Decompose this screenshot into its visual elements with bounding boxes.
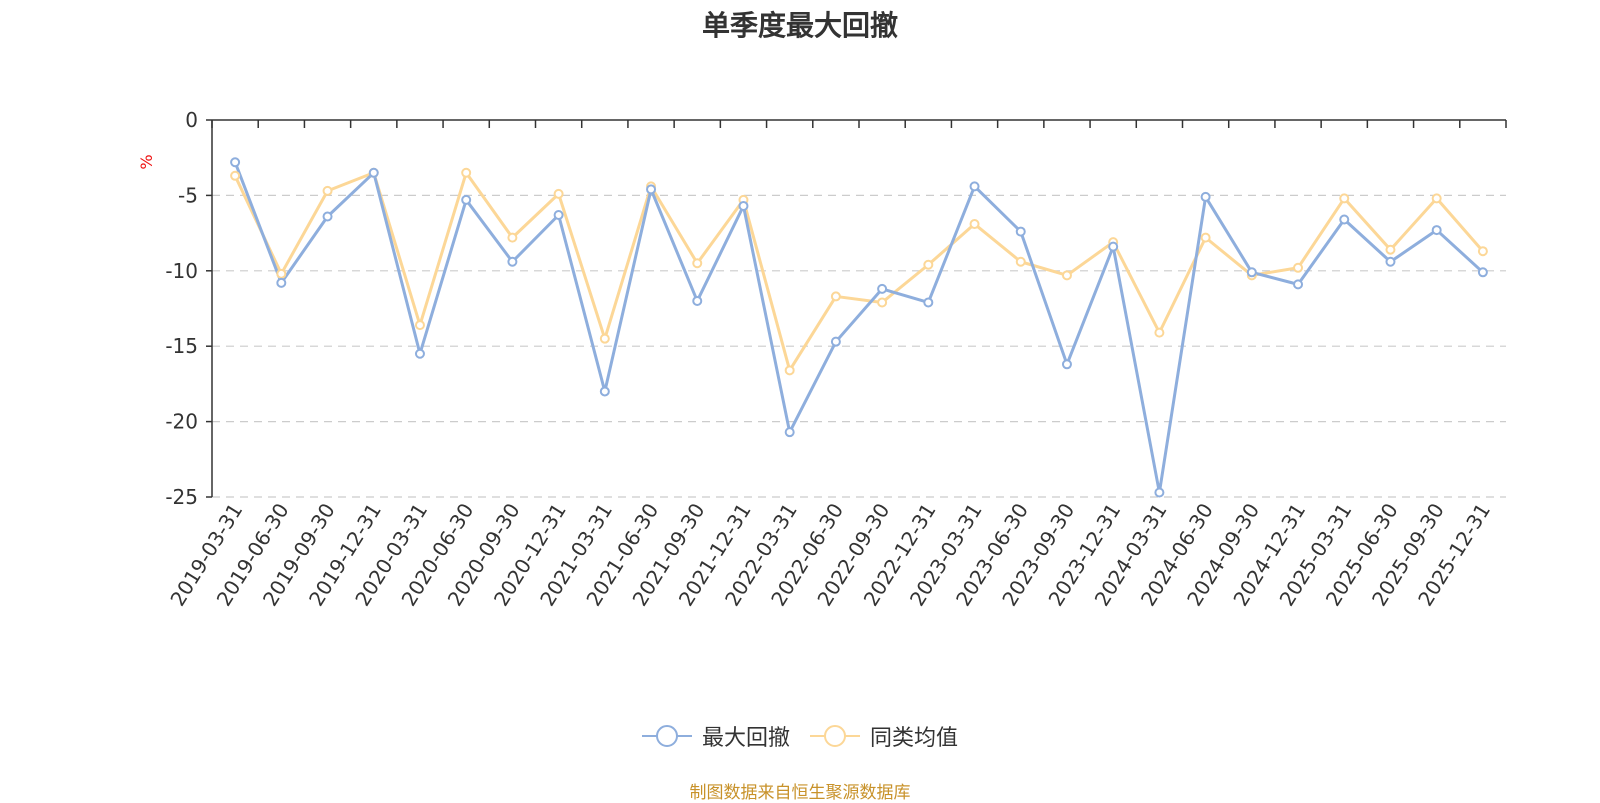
series-line-max-drawdown: [233, 161, 1484, 494]
data-point-peer-average: [276, 268, 287, 279]
chart-title: 单季度最大回撤: [701, 9, 898, 42]
y-tick-label: -15: [165, 334, 198, 358]
data-point-max-drawdown: [877, 283, 888, 294]
y-tick-label: -20: [165, 410, 198, 434]
data-point-peer-average: [461, 167, 472, 178]
y-tick-label: 0: [185, 108, 198, 132]
legend-item-max-drawdown[interactable]: 最大回撤: [641, 720, 790, 752]
data-point-peer-average: [969, 219, 980, 230]
y-tick-label: -5: [178, 183, 198, 207]
data-point-max-drawdown: [1293, 279, 1304, 290]
data-point-peer-average: [599, 333, 610, 344]
data-point-max-drawdown: [692, 295, 703, 306]
data-point-max-drawdown: [646, 184, 657, 195]
data-point-max-drawdown: [1200, 191, 1211, 202]
data-source-note: 制图数据来自恒生聚源数据库: [689, 783, 911, 803]
data-point-peer-average: [1431, 193, 1442, 204]
series-points: [230, 157, 1488, 498]
data-point-max-drawdown: [1108, 241, 1119, 252]
data-point-peer-average: [1385, 244, 1396, 255]
y-tick-label: -25: [165, 485, 198, 509]
series-lines: [233, 161, 1485, 494]
data-point-peer-average: [830, 291, 841, 302]
data-point-max-drawdown: [368, 167, 379, 178]
data-point-max-drawdown: [507, 256, 518, 267]
data-point-max-drawdown: [599, 386, 610, 397]
data-point-max-drawdown: [1154, 487, 1165, 498]
data-point-peer-average: [923, 259, 934, 270]
data-point-max-drawdown: [461, 194, 472, 205]
legend-label: 同类均值: [870, 726, 959, 751]
data-point-max-drawdown: [1061, 359, 1072, 370]
data-point-max-drawdown: [1431, 225, 1442, 236]
data-point-peer-average: [553, 188, 564, 199]
data-point-max-drawdown: [1477, 267, 1488, 278]
data-point-max-drawdown: [322, 211, 333, 222]
data-point-peer-average: [1061, 270, 1072, 281]
line-chart: 0-5-10-15-20-252019-03-312019-06-302019-…: [137, 108, 1507, 610]
data-point-max-drawdown: [738, 200, 749, 211]
legend: 最大回撤 同类均值: [0, 720, 1600, 752]
data-point-max-drawdown: [969, 181, 980, 192]
series-line-peer-average: [233, 171, 1485, 372]
data-point-peer-average: [1200, 232, 1211, 243]
data-point-peer-average: [1477, 246, 1488, 257]
data-point-max-drawdown: [553, 210, 564, 221]
data-point-peer-average: [1154, 327, 1165, 338]
data-point-max-drawdown: [1246, 267, 1257, 278]
data-point-max-drawdown: [1385, 256, 1396, 267]
legend-label: 最大回撤: [701, 726, 790, 751]
legend-line-circle-icon: [641, 725, 692, 747]
data-point-peer-average: [1293, 262, 1304, 273]
data-point-peer-average: [692, 258, 703, 269]
data-point-max-drawdown: [784, 427, 795, 438]
data-point-max-drawdown: [1015, 226, 1026, 237]
data-point-peer-average: [507, 232, 518, 243]
legend-item-peer-average[interactable]: 同类均值: [810, 720, 958, 752]
data-point-peer-average: [414, 320, 425, 331]
data-point-peer-average: [1339, 193, 1350, 204]
grid-lines: [212, 194, 1506, 498]
data-point-max-drawdown: [830, 336, 841, 347]
y-tick-label: -10: [165, 259, 198, 283]
legend-line-circle-icon: [810, 725, 860, 747]
data-point-max-drawdown: [276, 277, 287, 288]
y-axis-unit-label: %: [137, 154, 156, 169]
data-point-peer-average: [322, 185, 333, 196]
data-point-peer-average: [877, 297, 888, 308]
data-point-max-drawdown: [923, 297, 934, 308]
data-point-max-drawdown: [414, 348, 425, 359]
data-point-peer-average: [230, 170, 241, 181]
data-point-peer-average: [1015, 256, 1026, 267]
data-point-max-drawdown: [1339, 214, 1350, 225]
data-point-peer-average: [784, 365, 795, 376]
data-point-max-drawdown: [230, 157, 241, 168]
axes: 0-5-10-15-20-252019-03-312019-06-302019-…: [165, 108, 1507, 610]
